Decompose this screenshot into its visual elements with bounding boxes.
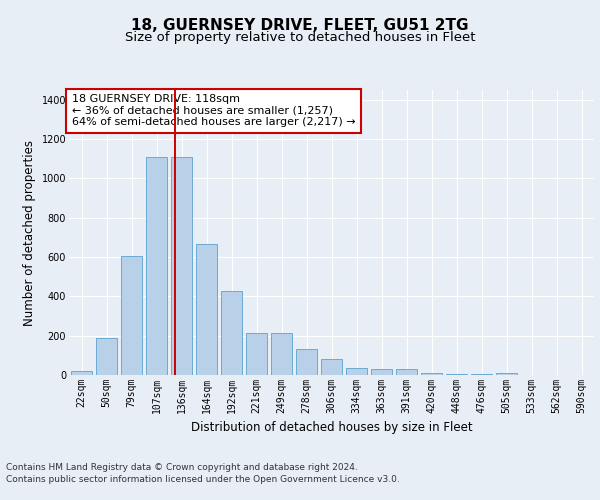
Bar: [96, 338, 117, 375]
Bar: [121, 256, 142, 375]
Bar: [496, 373, 517, 375]
Bar: [296, 350, 317, 375]
X-axis label: Distribution of detached houses by size in Fleet: Distribution of detached houses by size …: [191, 422, 472, 434]
Bar: [421, 372, 442, 375]
Bar: [396, 370, 417, 375]
Bar: [171, 157, 192, 375]
Text: Contains public sector information licensed under the Open Government Licence v3: Contains public sector information licen…: [6, 475, 400, 484]
Bar: [321, 360, 342, 375]
Bar: [346, 368, 367, 375]
Y-axis label: Number of detached properties: Number of detached properties: [23, 140, 36, 326]
Text: 18 GUERNSEY DRIVE: 118sqm
← 36% of detached houses are smaller (1,257)
64% of se: 18 GUERNSEY DRIVE: 118sqm ← 36% of detac…: [71, 94, 355, 128]
Text: Contains HM Land Registry data © Crown copyright and database right 2024.: Contains HM Land Registry data © Crown c…: [6, 462, 358, 471]
Bar: [196, 244, 217, 375]
Bar: [371, 369, 392, 375]
Text: 18, GUERNSEY DRIVE, FLEET, GU51 2TG: 18, GUERNSEY DRIVE, FLEET, GU51 2TG: [131, 18, 469, 32]
Bar: [246, 332, 267, 375]
Bar: [271, 332, 292, 375]
Bar: [71, 372, 92, 375]
Bar: [146, 157, 167, 375]
Bar: [446, 374, 467, 375]
Bar: [471, 374, 492, 375]
Text: Size of property relative to detached houses in Fleet: Size of property relative to detached ho…: [125, 31, 475, 44]
Bar: [221, 292, 242, 375]
